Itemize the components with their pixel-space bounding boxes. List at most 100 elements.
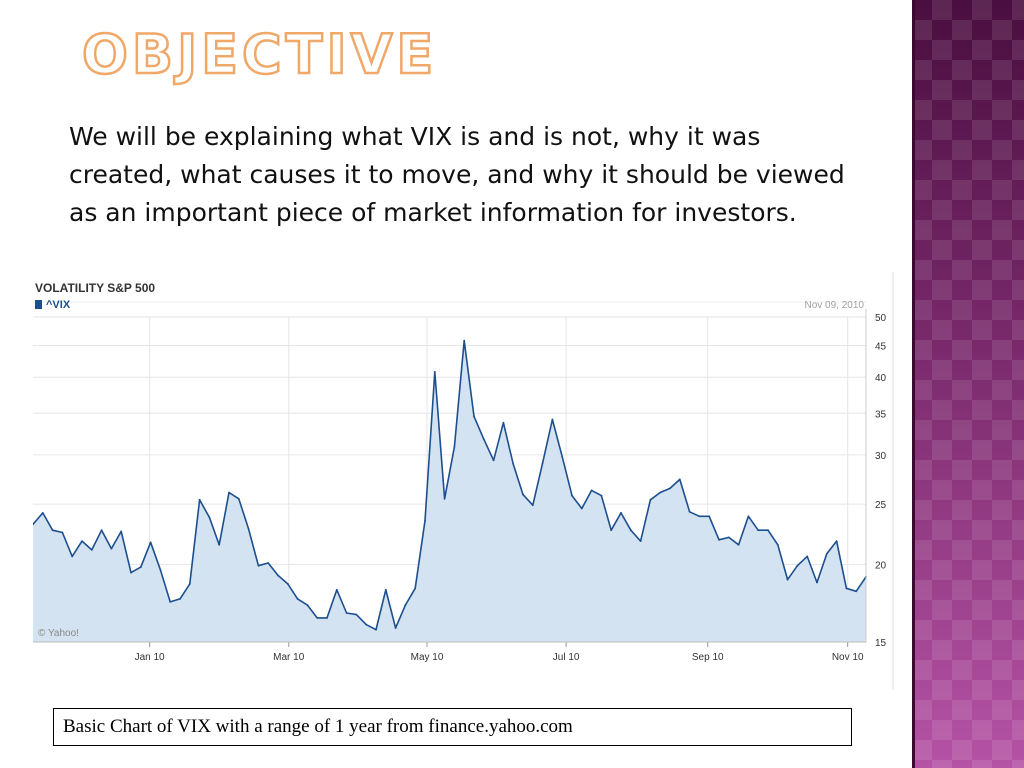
vix-data-point: [139, 566, 142, 568]
vix-data-point: [208, 516, 211, 519]
vix-data-point: [100, 529, 103, 532]
vix-data-point: [659, 491, 662, 494]
vix-data-point: [51, 529, 54, 532]
vix-data-point: [845, 587, 848, 590]
chart-grid: [33, 316, 866, 643]
vix-data-point: [247, 528, 250, 530]
vix-data-point: [747, 515, 750, 518]
vix-data-point: [571, 494, 573, 497]
y-tick-label: 15: [875, 638, 887, 649]
vix-data-point: [433, 371, 436, 373]
vix-data-point: [237, 497, 240, 500]
vix-data-point: [600, 494, 603, 497]
vix-data-point: [718, 538, 720, 541]
y-tick-label: 30: [875, 451, 887, 462]
vix-data-point: [326, 617, 328, 619]
vix-data-point: [639, 540, 642, 542]
vix-data-point: [149, 541, 152, 544]
vix-data-point: [81, 540, 83, 542]
vix-data-point: [296, 598, 299, 600]
vix-data-point: [669, 487, 671, 490]
legend-label: ^VIX: [46, 299, 71, 311]
decorative-sidebar: [912, 0, 1024, 768]
vix-data-point: [424, 519, 426, 522]
vix-data-point: [620, 512, 622, 514]
vix-data-point: [698, 515, 701, 518]
vix-data-point: [541, 462, 544, 464]
vix-data-point: [776, 543, 779, 546]
x-tick-label: Mar 10: [273, 652, 305, 663]
vix-data-point: [61, 531, 64, 534]
vix-data-point: [443, 497, 446, 500]
vix-data-point: [90, 549, 93, 551]
vix-data-point: [463, 339, 466, 342]
vix-data-point: [414, 587, 417, 590]
vix-data-point: [855, 590, 858, 593]
vix-data-point: [767, 529, 769, 532]
vix-data-point: [796, 564, 799, 567]
vix-data-point: [629, 529, 632, 532]
y-tick-label: 25: [875, 500, 887, 511]
vix-data-point: [306, 604, 309, 606]
x-tick-label: Nov 10: [832, 652, 864, 663]
vix-data-point: [316, 617, 319, 619]
vix-data-point: [688, 510, 691, 513]
vix-data-point: [267, 562, 270, 564]
vix-data-point: [198, 498, 201, 501]
vix-data-point: [473, 415, 475, 418]
objective-text: We will be explaining what VIX is and is…: [69, 122, 845, 227]
vix-data-point: [355, 613, 358, 616]
vix-data-point: [531, 504, 534, 507]
diamond-pattern: [912, 0, 1024, 768]
vix-data-point: [512, 463, 515, 465]
vix-data-point: [375, 628, 377, 631]
x-tick-label: Sep 10: [692, 652, 724, 663]
y-tick-label: 20: [875, 560, 887, 571]
y-tick-label: 40: [875, 373, 887, 384]
vix-data-point: [453, 446, 456, 448]
chart-area-layer: [33, 339, 867, 642]
vix-data-point: [71, 555, 74, 558]
vix-data-point: [825, 552, 828, 555]
vix-area-fill: [33, 340, 866, 642]
vix-data-point: [708, 515, 711, 518]
vix-data-point: [404, 604, 407, 606]
vix-data-point: [737, 543, 740, 546]
vix-data-point: [816, 581, 818, 584]
vix-data-point: [130, 571, 132, 574]
vix-data-point: [522, 493, 524, 496]
vix-data-point: [33, 523, 34, 526]
vix-data-point: [580, 507, 583, 510]
vix-data-point: [835, 540, 838, 542]
vix-data-point: [806, 555, 809, 558]
vix-chart-svg: 15 20 25 30 35 40 45 50 Jan 10 Mar 10 May 10 Jul 10…: [33, 272, 894, 690]
chart-title: VOLATILITY S&P 500: [35, 281, 155, 295]
x-tick-label: Jan 10: [135, 652, 165, 663]
chart-date-label: Nov 09, 2010: [805, 300, 865, 311]
yahoo-watermark: © Yahoo!: [38, 628, 79, 639]
y-tick-label: 35: [875, 409, 887, 420]
x-tick-label: Jul 10: [553, 652, 580, 663]
vix-data-point: [649, 498, 652, 501]
vix-data-point: [120, 530, 123, 533]
vix-data-point: [228, 491, 230, 494]
vix-data-point: [365, 623, 368, 626]
vix-data-point: [188, 583, 191, 585]
y-tick-label: 45: [875, 341, 887, 352]
vix-chart: 15 20 25 30 35 40 45 50 Jan 10 Mar 10 May 10 Jul 10…: [33, 272, 895, 690]
legend-swatch: [35, 300, 42, 309]
vix-data-point: [277, 574, 279, 577]
vix-series-line: [33, 339, 867, 631]
vix-data-point: [110, 547, 113, 550]
vix-data-point: [159, 568, 162, 571]
vix-data-point: [384, 588, 387, 591]
vix-data-point: [757, 529, 760, 532]
vix-data-point: [345, 612, 348, 614]
chart-axes: 15 20 25 30 35 40 45 50 Jan 10 Mar 10 May 10 Jul 10…: [33, 272, 894, 690]
vix-data-point: [335, 588, 338, 591]
vix-data-point: [169, 601, 172, 603]
y-tick-label: 50: [875, 313, 887, 324]
vix-data-point: [678, 478, 681, 481]
x-tick-label: May 10: [411, 652, 444, 663]
vix-data-point: [41, 512, 44, 514]
